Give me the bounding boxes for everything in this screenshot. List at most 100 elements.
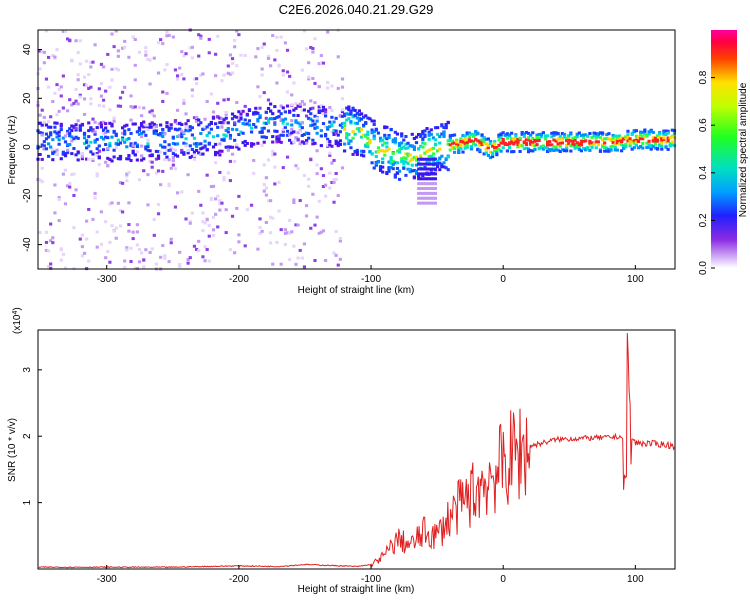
spectrogram-cell bbox=[59, 247, 63, 251]
spectrogram-cell bbox=[323, 183, 328, 187]
spectrogram-cell bbox=[649, 129, 653, 133]
spectrogram-cell bbox=[425, 149, 429, 153]
spectrogram-cell bbox=[180, 150, 184, 154]
spectrogram-cell bbox=[78, 126, 82, 130]
spectrogram-cell bbox=[330, 130, 334, 134]
spectrogram-cell bbox=[556, 132, 560, 136]
spectrogram-cell bbox=[383, 141, 387, 145]
spectrogram-cell bbox=[201, 255, 205, 259]
spectrogram-cell bbox=[135, 158, 139, 162]
spectrogram-cell bbox=[42, 144, 46, 148]
spectrogram-cell bbox=[192, 116, 197, 120]
spectrogram-cell bbox=[108, 85, 112, 89]
spectrogram-cell bbox=[279, 104, 283, 108]
spectrogram-cell bbox=[374, 128, 378, 132]
spectrogram-cell bbox=[613, 143, 617, 147]
spectrogram-cell bbox=[262, 140, 266, 144]
spectrogram-cell bbox=[359, 117, 364, 121]
spectrogram-cell bbox=[108, 142, 112, 146]
spectrogram-cell bbox=[410, 132, 414, 136]
spectrogram-cell bbox=[302, 108, 307, 112]
spectrogram-cell bbox=[173, 142, 178, 146]
spectrogram-cell bbox=[150, 121, 154, 125]
spectrogram-cell bbox=[173, 148, 178, 152]
spectrogram-cell bbox=[249, 203, 254, 207]
spectrogram-cell bbox=[539, 135, 543, 139]
spectrogram-cell bbox=[209, 92, 213, 96]
spectrogram-cell bbox=[152, 126, 156, 130]
spectrogram-cell bbox=[476, 147, 480, 151]
spectrogram-cell bbox=[372, 123, 376, 127]
spectrogram-cell bbox=[436, 162, 440, 166]
spectrogram-cell bbox=[334, 229, 338, 233]
spectrogram-cell bbox=[670, 135, 674, 139]
spectrogram-cell bbox=[304, 114, 309, 118]
spectrogram-cell bbox=[613, 138, 617, 142]
spectrogram-cell bbox=[222, 98, 226, 102]
spectrogram-cell bbox=[664, 145, 668, 149]
spectrogram-cell bbox=[283, 125, 287, 129]
spectrogram-cell bbox=[514, 140, 518, 144]
spectrogram-cell bbox=[554, 131, 558, 135]
spectrogram-cell bbox=[670, 128, 674, 132]
spectrogram-cell bbox=[423, 142, 427, 146]
spectrogram-cell bbox=[104, 89, 108, 93]
spectrogram-cell bbox=[46, 142, 51, 146]
spectrogram-cell bbox=[368, 141, 372, 145]
spectrogram-cell bbox=[262, 135, 266, 139]
spectrogram-cell bbox=[216, 115, 220, 119]
snr-y-axis-label: SNR (10 * v/v) bbox=[7, 418, 18, 482]
y-tick-label: 1 bbox=[22, 499, 33, 505]
spectrogram-cell bbox=[95, 230, 99, 234]
spectrogram-cell bbox=[438, 161, 442, 165]
spectrogram-cell bbox=[630, 131, 634, 135]
spectrogram-cell bbox=[260, 135, 264, 139]
spectrogram-cell bbox=[548, 140, 552, 144]
spectrogram-cell bbox=[38, 49, 42, 53]
spectrogram-cell bbox=[110, 78, 114, 82]
snr-frame bbox=[37, 329, 676, 570]
spectrogram-cell bbox=[140, 251, 144, 255]
spectrogram-cell bbox=[400, 147, 404, 151]
spectrogram-cell bbox=[224, 110, 228, 114]
spectrogram-cell bbox=[326, 30, 330, 34]
spectrogram-cell bbox=[108, 158, 112, 162]
spectrogram-cell bbox=[199, 131, 203, 135]
spectrogram-cell bbox=[262, 183, 266, 187]
spectrogram-cell bbox=[239, 116, 243, 120]
spectrogram-cell bbox=[639, 133, 643, 137]
spectrogram-cell bbox=[613, 148, 617, 152]
spectrogram-cell bbox=[165, 34, 169, 38]
spectrogram-cell bbox=[378, 136, 383, 140]
spectrogram-cell bbox=[440, 132, 444, 136]
spectrogram-cell bbox=[226, 97, 230, 101]
spectrogram-cell bbox=[442, 125, 446, 129]
spectrogram-cell bbox=[214, 212, 218, 216]
spectrogram-cell bbox=[66, 143, 70, 147]
spectrogram-cell bbox=[275, 35, 279, 39]
spectrogram-cell bbox=[53, 150, 57, 154]
spectrogram-cell bbox=[63, 29, 68, 33]
spectrogram-cell bbox=[63, 153, 68, 157]
spectrogram-cell bbox=[222, 133, 226, 137]
spectrogram-cell bbox=[474, 130, 478, 134]
spectrogram-cell bbox=[252, 142, 256, 146]
spectrogram-cell bbox=[294, 223, 298, 227]
spectrogram-cell bbox=[273, 182, 277, 186]
spectrogram-cell bbox=[175, 122, 180, 126]
spectrogram-cell bbox=[222, 121, 226, 125]
spectrogram-cell bbox=[328, 106, 332, 110]
spectrogram-cell bbox=[108, 260, 112, 264]
spectrogram-cell bbox=[434, 162, 438, 166]
spectrogram-cell bbox=[425, 127, 429, 131]
spectrogram-cell bbox=[300, 133, 304, 137]
spectrogram-cell bbox=[99, 135, 104, 139]
spectrogram-cell bbox=[99, 62, 104, 66]
spectrogram-cell bbox=[184, 128, 188, 132]
spectrogram-cell bbox=[355, 148, 359, 152]
spectrogram-cell bbox=[222, 176, 226, 180]
spectrogram-cell bbox=[264, 193, 268, 197]
spectrogram-cell bbox=[72, 125, 76, 129]
spectrogram-cell bbox=[307, 132, 311, 136]
